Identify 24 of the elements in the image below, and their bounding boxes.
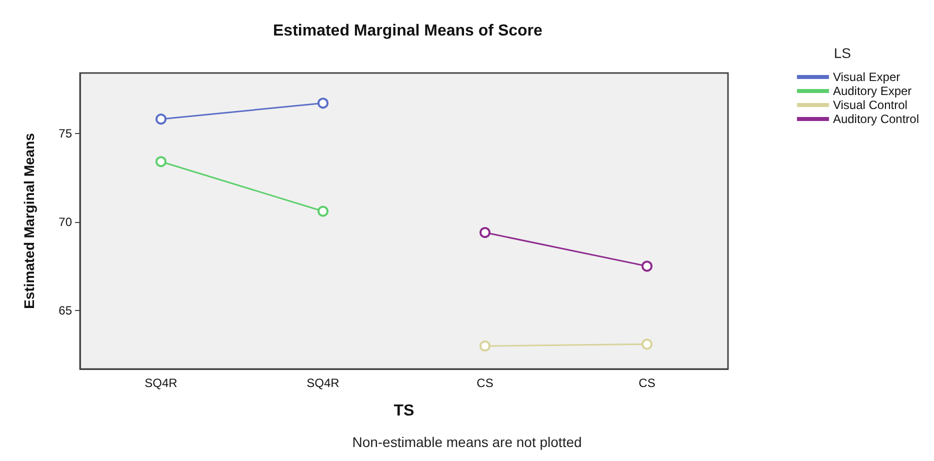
x-tick-label: SQ4R <box>144 376 178 390</box>
x-axis-title: TS <box>394 402 415 420</box>
point <box>156 114 166 125</box>
x-tick-label: CS <box>476 376 494 390</box>
legend-label: Auditory Control <box>832 112 920 126</box>
legend-label: Visual Exper <box>832 70 900 84</box>
point <box>480 227 490 238</box>
x-tick-label: CS <box>638 376 656 390</box>
point <box>480 340 490 352</box>
point <box>318 206 328 217</box>
point <box>642 260 652 272</box>
y-tick-label: 75 <box>58 126 72 140</box>
y-tick-label: 70 <box>58 214 72 229</box>
point <box>318 98 328 109</box>
legend-label: Visual Control <box>832 98 908 112</box>
legend-title: LS <box>834 45 851 61</box>
y-axis-title: Estimated Marginal Means <box>21 132 37 309</box>
text: Non-estimable means are not plotted <box>352 434 582 450</box>
x-tick-label: SQ4R <box>306 376 340 390</box>
chart-title: Estimated Marginal Means of Score <box>273 22 543 40</box>
point <box>642 338 652 350</box>
y-tick-label: 65 <box>58 304 72 318</box>
legend-label: Auditory Exper <box>832 84 912 98</box>
point <box>156 156 166 168</box>
